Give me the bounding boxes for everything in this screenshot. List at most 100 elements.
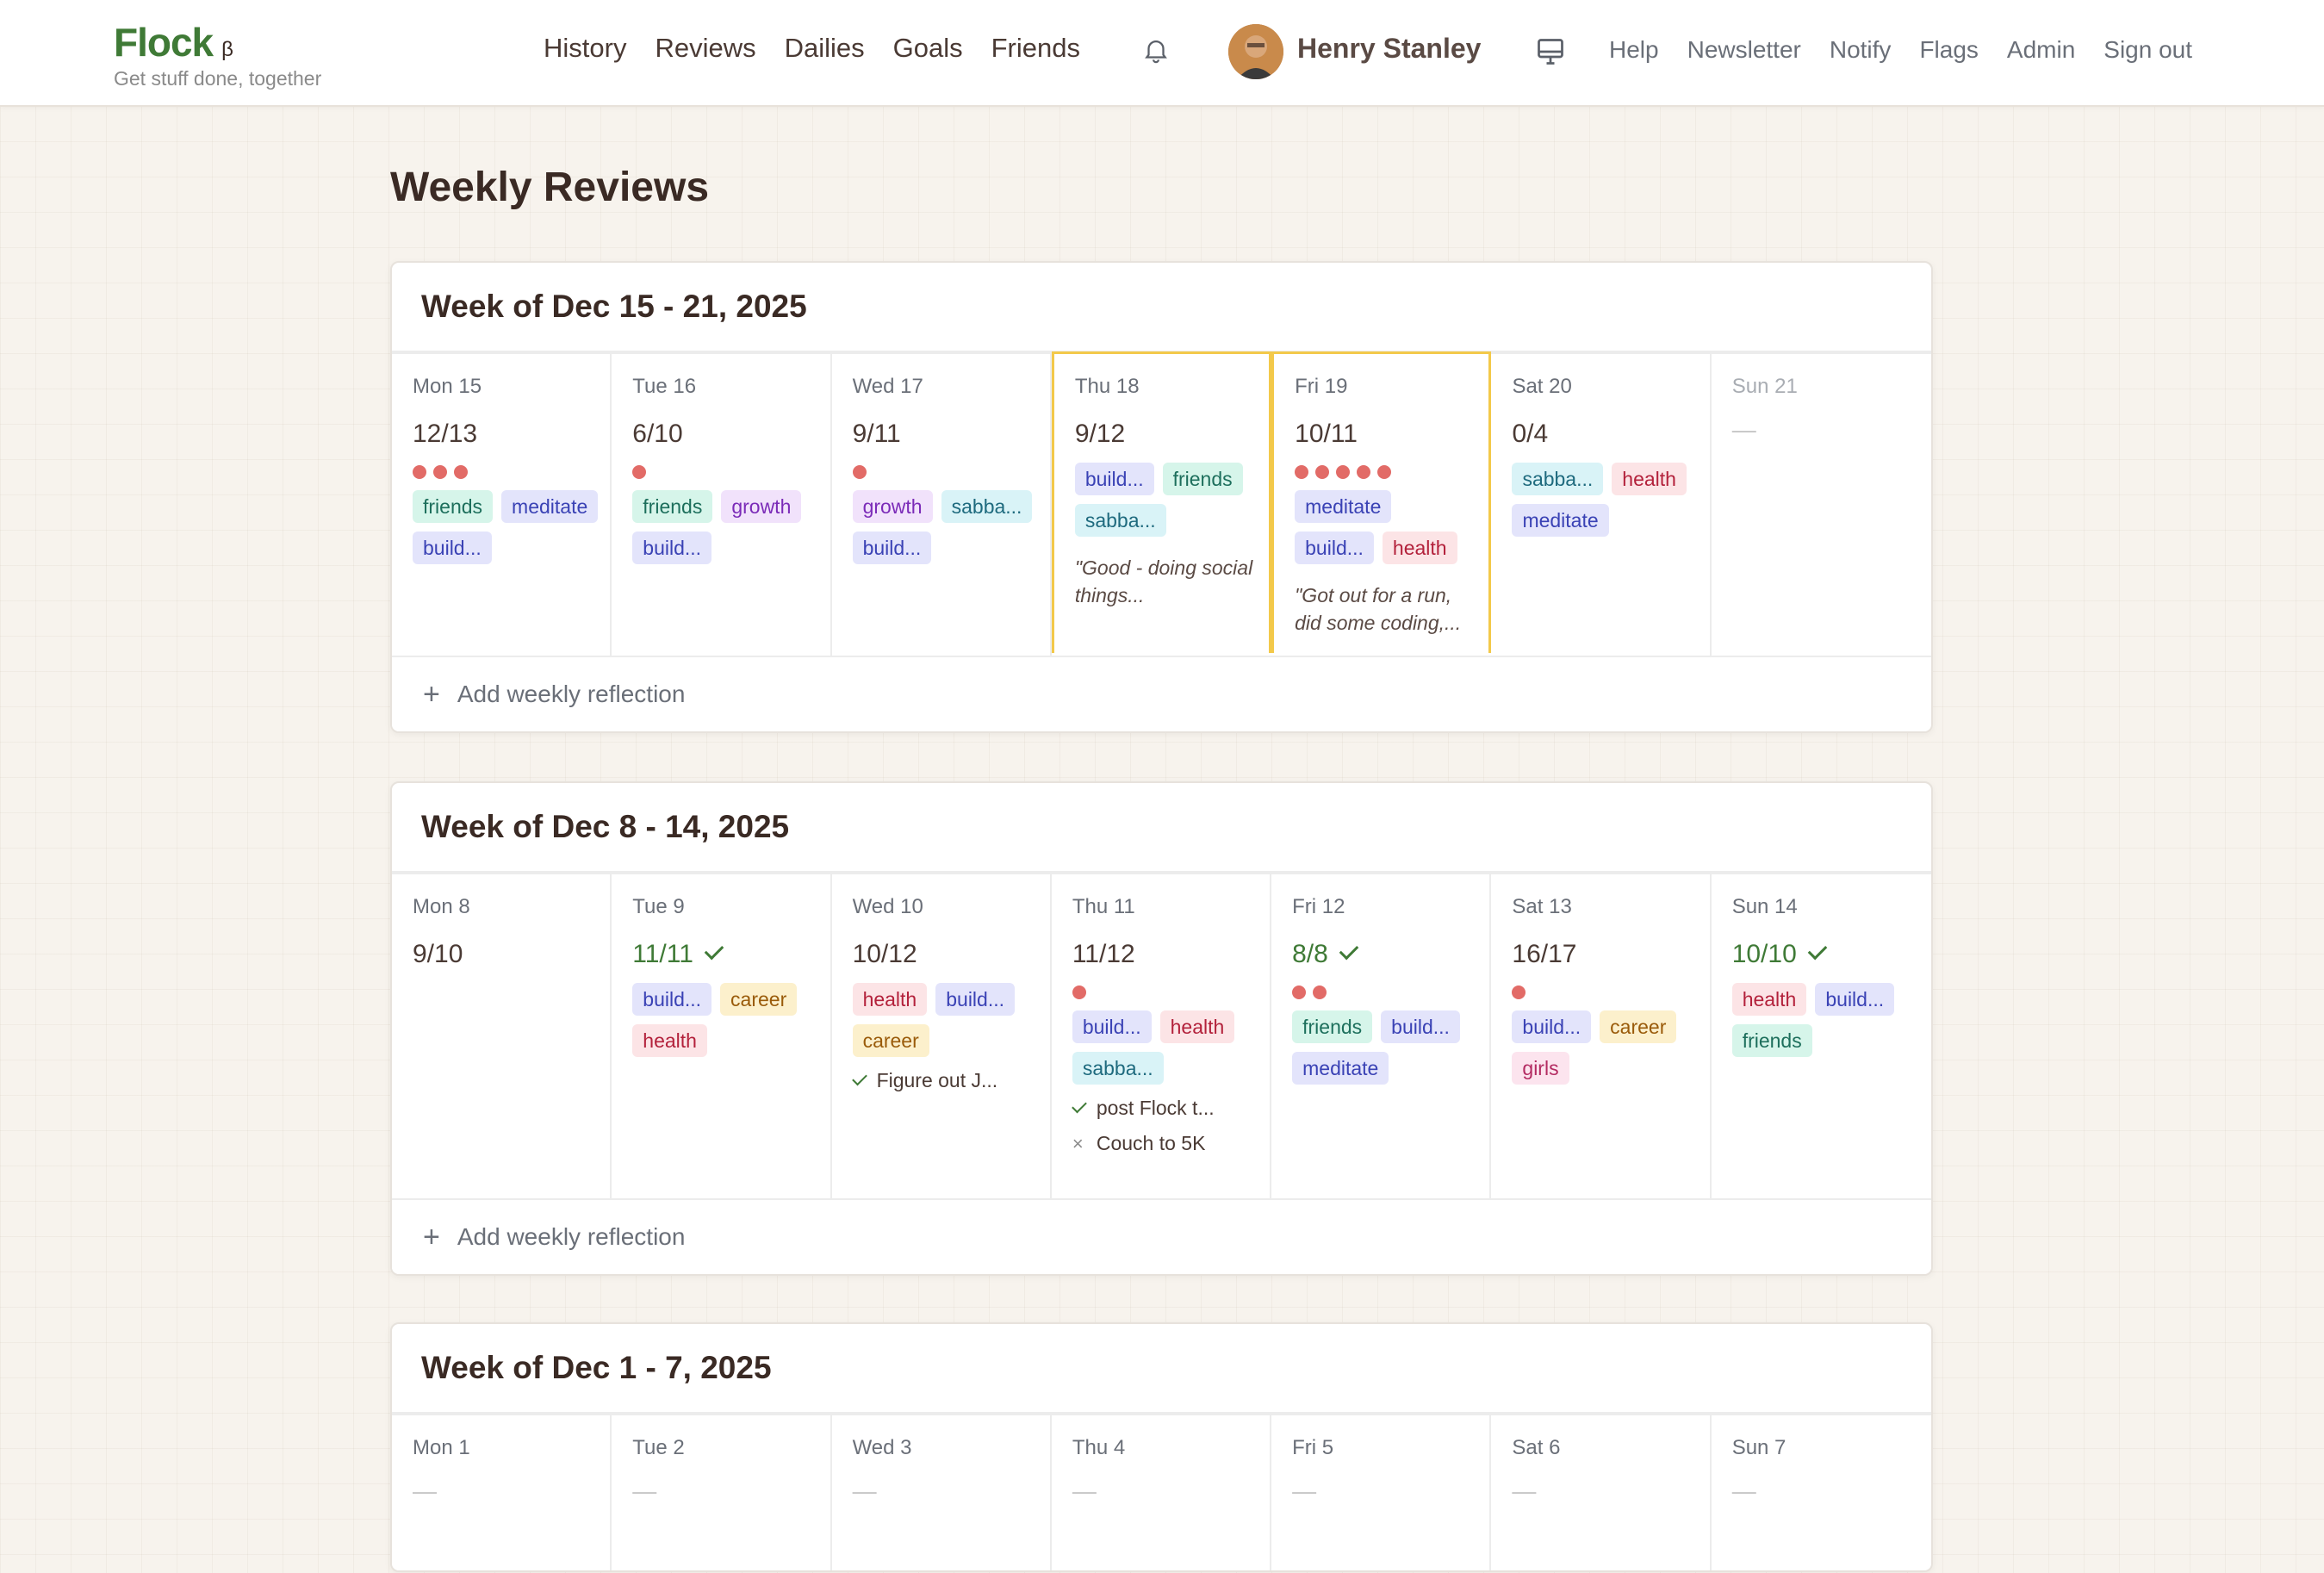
day-cell[interactable]: Sun 21 —	[1711, 354, 1931, 656]
tag-sabba[interactable]: sabba...	[1512, 463, 1604, 495]
tag-build[interactable]: build...	[935, 983, 1015, 1016]
brand-logo[interactable]: Flock β Get stuff done, together	[114, 19, 321, 90]
nav-dailies[interactable]: Dailies	[784, 33, 865, 63]
day-cell[interactable]: Fri 5 —	[1271, 1415, 1492, 1570]
tag-meditate[interactable]: meditate	[501, 490, 599, 523]
goal-item: × Couch to 5K	[1072, 1132, 1258, 1155]
tag-friends[interactable]: friends	[1292, 1010, 1373, 1043]
day-score: 16/17	[1512, 940, 1697, 974]
add-weekly-reflection-button[interactable]: + Add weekly reflection	[392, 656, 1931, 731]
day-cell[interactable]: Fri 12 8/8 friends build... meditate	[1271, 874, 1492, 1198]
day-cell[interactable]: Sun 7 —	[1711, 1415, 1931, 1570]
tag-build[interactable]: build...	[1072, 1010, 1152, 1043]
brand-name: Flock	[114, 20, 214, 65]
tag-career[interactable]: career	[852, 1024, 929, 1057]
day-cell[interactable]: Sat 6 —	[1491, 1415, 1712, 1570]
nav-sign-out[interactable]: Sign out	[2103, 36, 2193, 63]
day-score: 11/12	[1072, 940, 1258, 974]
tag-girls[interactable]: girls	[1512, 1052, 1569, 1085]
week-title: Week of Dec 1 - 7, 2025	[392, 1324, 1931, 1415]
tag-build[interactable]: build...	[632, 983, 712, 1016]
tag-friends[interactable]: friends	[413, 490, 494, 523]
add-weekly-reflection-button[interactable]: + Add weekly reflection	[392, 1198, 1931, 1274]
tag-growth[interactable]: growth	[721, 490, 802, 523]
nav-newsletter[interactable]: Newsletter	[1687, 36, 1801, 63]
tag-build[interactable]: build...	[1074, 463, 1154, 495]
day-cell[interactable]: Thu 18 9/12 build... friends sabba... "Good -…	[1051, 351, 1272, 653]
nav-flags[interactable]: Flags	[1919, 36, 1979, 63]
avatar[interactable]	[1228, 24, 1283, 79]
tag-friends[interactable]: friends	[1731, 1024, 1812, 1057]
tag-sabba[interactable]: sabba...	[1072, 1052, 1164, 1085]
nav-admin[interactable]: Admin	[2006, 36, 2076, 63]
week-title: Week of Dec 15 - 21, 2025	[392, 263, 1931, 354]
tag-career[interactable]: career	[720, 983, 798, 1016]
tag-health[interactable]: health	[632, 1024, 707, 1057]
tag-growth[interactable]: growth	[852, 490, 933, 523]
nav-reviews[interactable]: Reviews	[655, 33, 756, 63]
goal-item: post Flock t...	[1072, 1097, 1258, 1120]
day-label: Sat 6	[1512, 1436, 1561, 1459]
tag-build[interactable]: build...	[852, 532, 932, 564]
day-score-value: 9/11	[852, 420, 901, 448]
tag-health[interactable]: health	[1731, 983, 1807, 1016]
tag-sabba[interactable]: sabba...	[941, 490, 1033, 523]
tag-health[interactable]: health	[1612, 463, 1687, 495]
check-icon	[1072, 1097, 1087, 1114]
tag-health[interactable]: health	[1159, 1010, 1235, 1043]
empty-score: —	[1072, 1477, 1097, 1504]
day-cell[interactable]: Sat 13 16/17 build... career girls	[1491, 874, 1712, 1198]
tag-build[interactable]: build...	[1295, 532, 1374, 564]
tag-build[interactable]: build...	[413, 532, 492, 564]
tag-meditate[interactable]: meditate	[1512, 504, 1609, 537]
day-cell[interactable]: Wed 3 —	[831, 1415, 1052, 1570]
tag-health[interactable]: health	[852, 983, 928, 1016]
nav-goals[interactable]: Goals	[892, 33, 963, 63]
tag-meditate[interactable]: meditate	[1292, 1052, 1389, 1085]
nav-history[interactable]: History	[544, 33, 627, 63]
goal-list: Figure out J...	[851, 1069, 1038, 1092]
mood-dots	[632, 463, 817, 482]
day-cell[interactable]: Tue 9 11/11 build... career health	[612, 874, 832, 1198]
mood-dot	[1512, 985, 1526, 999]
monitor-icon[interactable]	[1535, 36, 1566, 67]
day-cell[interactable]: Wed 10 10/12 health build... career Figure ou…	[831, 874, 1052, 1198]
user-name[interactable]: Henry Stanley	[1297, 33, 1482, 64]
day-cell[interactable]: Thu 4 —	[1051, 1415, 1272, 1570]
plus-icon: +	[423, 1220, 440, 1253]
day-cell[interactable]: Mon 8 9/10	[392, 874, 612, 1198]
tag-career[interactable]: career	[1600, 1010, 1677, 1043]
tag-friends[interactable]: friends	[1162, 463, 1243, 495]
tag-health[interactable]: health	[1382, 532, 1457, 564]
day-cell[interactable]: Tue 2 —	[612, 1415, 832, 1570]
tag-build[interactable]: build...	[632, 532, 712, 564]
day-cell[interactable]: Thu 11 11/12 build... health sabba... post Fl…	[1051, 874, 1272, 1198]
day-label: Mon 15	[413, 375, 482, 398]
bell-icon[interactable]	[1141, 34, 1171, 65]
day-cell[interactable]: Sun 14 10/10 health build... friends	[1711, 874, 1931, 1198]
empty-score: —	[1512, 1477, 1537, 1504]
nav-help[interactable]: Help	[1609, 36, 1659, 63]
tag-build[interactable]: build...	[1815, 983, 1895, 1016]
mood-dot	[413, 465, 426, 479]
day-cell[interactable]: Sat 20 0/4 sabba... health meditate	[1491, 354, 1712, 656]
day-score-value: 8/8	[1292, 940, 1328, 968]
nav-notify[interactable]: Notify	[1829, 36, 1892, 63]
tag-build[interactable]: build...	[1381, 1010, 1460, 1043]
day-cell[interactable]: Mon 15 12/13 friends meditate build...	[392, 354, 612, 656]
day-cell[interactable]: Fri 19 10/11 meditate build... health "Got ou…	[1271, 351, 1492, 653]
tag-meditate[interactable]: meditate	[1295, 490, 1392, 523]
tag-sabba[interactable]: sabba...	[1074, 504, 1166, 537]
nav-friends[interactable]: Friends	[991, 33, 1080, 63]
reflection-quote: "Got out for a run, did some coding,...	[1295, 584, 1462, 634]
day-label: Fri 19	[1295, 375, 1348, 398]
tag-list: friends meditate build...	[413, 490, 599, 564]
day-cell[interactable]: Mon 1 —	[392, 1415, 612, 1570]
mood-dot	[1313, 985, 1327, 999]
day-cell[interactable]: Tue 16 6/10 friends growth build...	[612, 354, 832, 656]
tag-friends[interactable]: friends	[632, 490, 713, 523]
day-label: Fri 5	[1292, 1436, 1334, 1459]
tag-build[interactable]: build...	[1512, 1010, 1592, 1043]
day-cell[interactable]: Wed 17 9/11 growth sabba... build...	[831, 354, 1052, 656]
day-label: Wed 3	[852, 1436, 912, 1459]
